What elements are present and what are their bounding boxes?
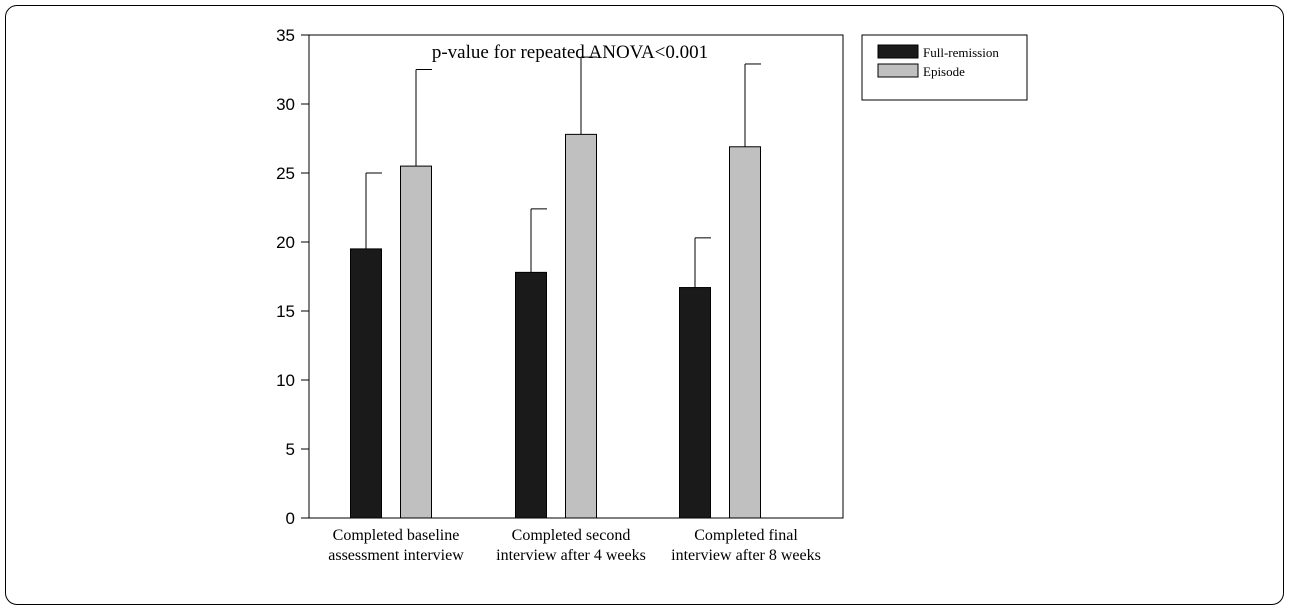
x-tick-label: interview after 8 weeks — [671, 547, 821, 564]
y-tick-label: 5 — [286, 440, 295, 459]
chart-title: p-value for repeated ANOVA<0.001 — [432, 42, 708, 63]
y-tick-label: 25 — [276, 164, 295, 183]
y-axis: 0 5 10 15 20 25 30 35 — [276, 26, 309, 528]
y-tick-label: 35 — [276, 26, 295, 45]
x-tick-label: interview after 4 weeks — [496, 547, 646, 564]
x-axis-labels: Completed baseline assessment interview Co… — [328, 527, 821, 564]
bar-chart: 0 5 10 15 20 25 30 35 p-value for repeated ANOV… — [276, 26, 1028, 564]
legend: Full-remission Episode — [861, 34, 1028, 101]
y-tick-label: 30 — [276, 95, 295, 114]
bar — [350, 248, 382, 519]
x-tick-label: Completed baseline — [333, 527, 460, 544]
bars-layer — [350, 56, 761, 519]
y-tick-label: 20 — [276, 233, 295, 252]
x-tick-label: Completed second — [512, 527, 631, 544]
bar — [400, 165, 432, 519]
axes-frame — [308, 34, 844, 519]
bar — [515, 271, 547, 519]
y-tick-label: 10 — [276, 371, 295, 390]
x-tick-label: Completed final — [694, 527, 798, 544]
bar — [729, 146, 761, 519]
legend-label: Full-remission — [923, 45, 999, 60]
bar — [565, 133, 597, 519]
y-tick-label: 15 — [276, 302, 295, 321]
plot-frame — [308, 34, 844, 519]
legend-swatch — [877, 44, 919, 59]
y-tick-label: 0 — [286, 509, 295, 528]
x-tick-label: assessment interview — [328, 547, 464, 564]
legend-label: Episode — [923, 64, 965, 79]
bar — [679, 287, 711, 519]
legend-swatch — [877, 63, 919, 78]
